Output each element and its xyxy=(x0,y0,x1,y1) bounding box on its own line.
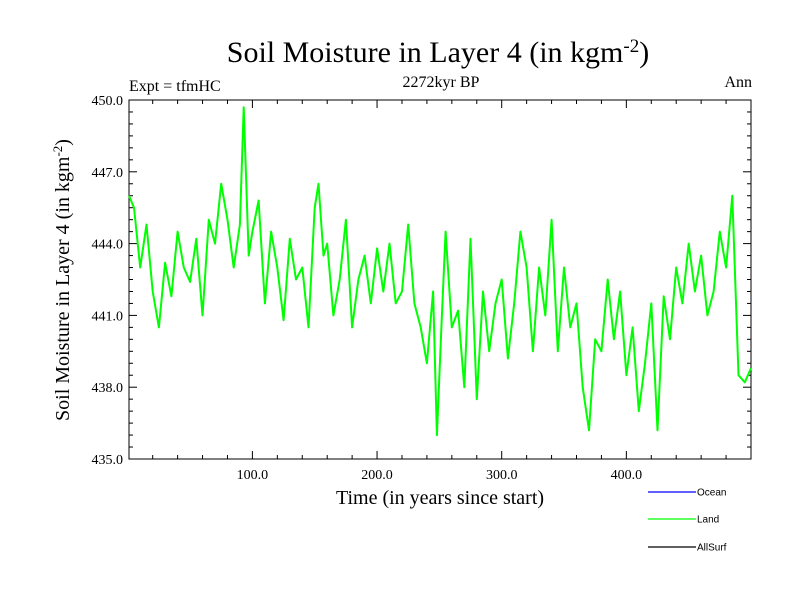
y-tick-label: 441.0 xyxy=(92,309,124,324)
x-tick-label: 100.0 xyxy=(237,468,269,483)
x-tick-label: 300.0 xyxy=(486,468,518,483)
legend-label-allsurf: AllSurf xyxy=(697,543,727,554)
y-tick-label: 435.0 xyxy=(92,453,124,468)
x-tick-label: 200.0 xyxy=(361,468,393,483)
y-axis: 435.0 438.0 441.0 444.0 447.0 450.0 xyxy=(92,94,751,468)
legend-label-land: Land xyxy=(697,515,719,526)
season-label: Ann xyxy=(724,74,752,91)
y-tick-label: 444.0 xyxy=(92,238,124,253)
y-tick-label: 438.0 xyxy=(92,381,124,396)
y-tick-label: 450.0 xyxy=(92,94,124,109)
land-series-line xyxy=(128,106,752,437)
chart-subtitle: 2272kyr BP xyxy=(403,74,480,91)
chart-title: Soil Moisture in Layer 4 (in kgm-2) xyxy=(227,36,649,70)
x-tick-label: 400.0 xyxy=(611,468,643,483)
x-axis: 100.0 200.0 300.0 400.0 xyxy=(152,100,752,483)
y-axis-label: Soil Moisture in Layer 4 (in kgm-2) xyxy=(50,139,75,421)
y-tick-label: 447.0 xyxy=(92,166,124,181)
x-axis-label: Time (in years since start) xyxy=(336,487,544,509)
legend: Ocean Land AllSurf xyxy=(648,488,727,554)
experiment-label: Expt = tfmHC xyxy=(129,78,221,95)
legend-label-ocean: Ocean xyxy=(697,488,726,499)
